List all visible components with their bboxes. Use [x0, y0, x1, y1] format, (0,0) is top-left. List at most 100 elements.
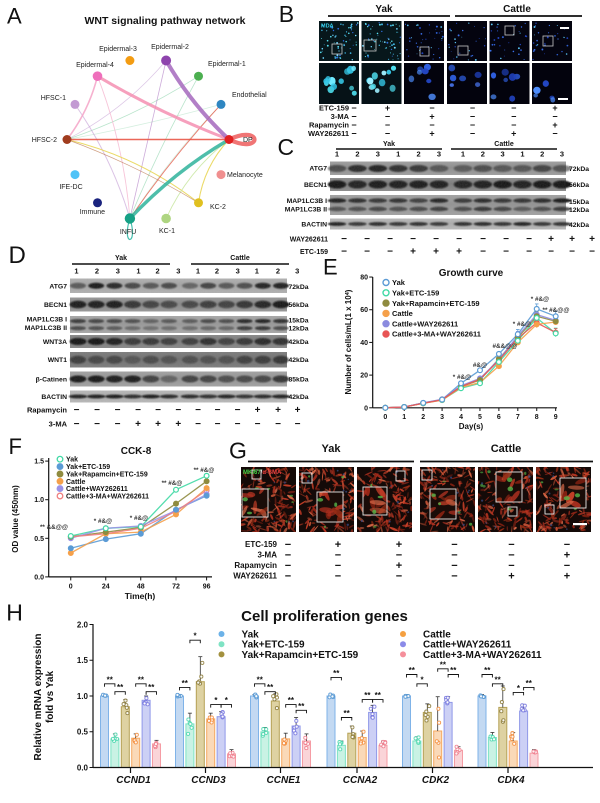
svg-text:Epidermal-4: Epidermal-4 — [76, 62, 114, 69]
svg-text:2.0: 2.0 — [77, 620, 89, 629]
svg-text:*: * — [214, 696, 218, 705]
svg-text:−: − — [526, 247, 532, 258]
svg-text:INFU: INFU — [120, 229, 136, 236]
svg-text:OD value (450nm): OD value (450nm) — [11, 485, 20, 553]
svg-text:Cattle: Cattle — [392, 309, 413, 318]
svg-text:Cattle+3-MA+WAY262611: Cattle+3-MA+WAY262611 — [66, 494, 149, 501]
svg-text:2: 2 — [215, 267, 219, 276]
svg-text:B: B — [279, 1, 294, 27]
svg-text:−: − — [508, 550, 514, 562]
svg-text:Cell proliferation genes: Cell proliferation genes — [241, 608, 408, 625]
svg-text:−: − — [74, 419, 80, 430]
svg-text:−: − — [569, 247, 575, 258]
svg-text:A: A — [7, 4, 22, 29]
svg-text:−: − — [155, 405, 161, 416]
svg-text:Yak: Yak — [115, 255, 127, 262]
svg-text:−: − — [215, 405, 221, 416]
svg-text:−: − — [351, 112, 356, 122]
svg-text:Epidermal-3: Epidermal-3 — [99, 46, 137, 53]
svg-text:+: + — [429, 129, 434, 139]
svg-text:#&@: #&@ — [473, 362, 487, 369]
svg-text:Cattle: Cattle — [503, 4, 531, 15]
svg-text:5: 5 — [478, 414, 482, 421]
svg-text:1: 1 — [255, 267, 259, 276]
svg-text:−: − — [215, 419, 221, 430]
svg-text:CCND3: CCND3 — [191, 775, 226, 786]
svg-text:56kDa: 56kDa — [569, 182, 589, 189]
svg-text:**: ** — [182, 679, 189, 688]
svg-text:HFSC-1: HFSC-1 — [41, 95, 66, 102]
svg-text:−: − — [429, 120, 434, 130]
svg-text:48: 48 — [137, 584, 145, 591]
svg-text:−: − — [385, 112, 390, 122]
svg-text:* #&@: * #&@ — [130, 515, 148, 522]
svg-text:−: − — [235, 405, 241, 416]
svg-text:0.0: 0.0 — [77, 763, 89, 772]
svg-text:MDA: MDA — [321, 24, 334, 30]
svg-text:3: 3 — [440, 414, 444, 421]
svg-text:+: + — [396, 539, 402, 551]
svg-text:Yak: Yak — [375, 4, 393, 15]
svg-text:−: − — [275, 419, 281, 430]
svg-text:3-MA: 3-MA — [257, 551, 277, 560]
svg-text:CDK2: CDK2 — [422, 775, 450, 786]
svg-text:−: − — [351, 103, 356, 113]
svg-text:56kDa: 56kDa — [289, 302, 309, 309]
svg-text:**: ** — [375, 691, 382, 700]
svg-text:1: 1 — [402, 414, 406, 421]
svg-text:ATG7: ATG7 — [49, 284, 67, 291]
svg-text:D: D — [9, 242, 26, 269]
svg-text:WNT3A: WNT3A — [43, 339, 67, 346]
svg-text:−: − — [552, 112, 557, 122]
svg-text:−: − — [351, 129, 356, 139]
svg-text:2: 2 — [417, 150, 421, 159]
svg-text:−: − — [335, 571, 341, 583]
svg-text:−: − — [451, 550, 457, 562]
svg-text:2: 2 — [156, 267, 160, 276]
svg-text:+: + — [508, 571, 514, 583]
svg-text:1: 1 — [461, 150, 465, 159]
svg-text:+: + — [552, 120, 557, 130]
svg-text:CCNA2: CCNA2 — [343, 775, 378, 786]
svg-text:* #&@: * #&@ — [453, 374, 471, 381]
svg-text:Yak: Yak — [392, 278, 406, 287]
svg-text:3: 3 — [236, 267, 240, 276]
svg-text:+: + — [589, 234, 595, 245]
svg-text:1: 1 — [396, 150, 400, 159]
svg-text:ETC-159: ETC-159 — [319, 104, 349, 113]
svg-text:−: − — [511, 112, 516, 122]
svg-text:**: ** — [138, 675, 145, 684]
svg-text:−: − — [470, 120, 475, 130]
svg-text:+: + — [429, 112, 434, 122]
svg-text:0.0: 0.0 — [34, 574, 44, 581]
svg-text:+: + — [564, 571, 570, 583]
svg-text:+: + — [564, 550, 570, 562]
svg-text:−: − — [429, 103, 434, 113]
svg-text:42kDa: 42kDa — [569, 222, 589, 229]
svg-text:0: 0 — [383, 414, 387, 421]
svg-text:** #&@@: ** #&@@ — [543, 307, 570, 314]
svg-text:80: 80 — [360, 275, 368, 282]
svg-text:+: + — [456, 247, 462, 258]
svg-text:**: ** — [107, 675, 114, 684]
svg-text:−: − — [470, 112, 475, 122]
svg-text:+: + — [135, 419, 141, 430]
svg-text:Cattle+3-MA+WAY262611: Cattle+3-MA+WAY262611 — [392, 330, 481, 339]
svg-text:1.5: 1.5 — [34, 459, 44, 466]
svg-text:+: + — [433, 247, 439, 258]
svg-text:−: − — [335, 560, 341, 572]
svg-text:−: − — [564, 560, 570, 572]
svg-text:Cattle+WAY262611: Cattle+WAY262611 — [66, 486, 128, 493]
svg-text:1: 1 — [74, 267, 78, 276]
svg-text:Yak: Yak — [66, 457, 78, 464]
svg-text:Yak+ETC-159: Yak+ETC-159 — [66, 464, 110, 471]
svg-text:−: − — [410, 234, 416, 245]
svg-text:−: − — [564, 539, 570, 551]
svg-text:+: + — [410, 247, 416, 258]
svg-text:24: 24 — [102, 584, 110, 591]
svg-text:IFE-DC: IFE-DC — [59, 184, 82, 191]
svg-text:−: − — [195, 419, 201, 430]
svg-text:Cattle: Cattle — [423, 630, 451, 641]
svg-text:* #&@: * #&@ — [531, 296, 549, 303]
svg-text:MAP1LC3B I: MAP1LC3B I — [287, 198, 328, 205]
